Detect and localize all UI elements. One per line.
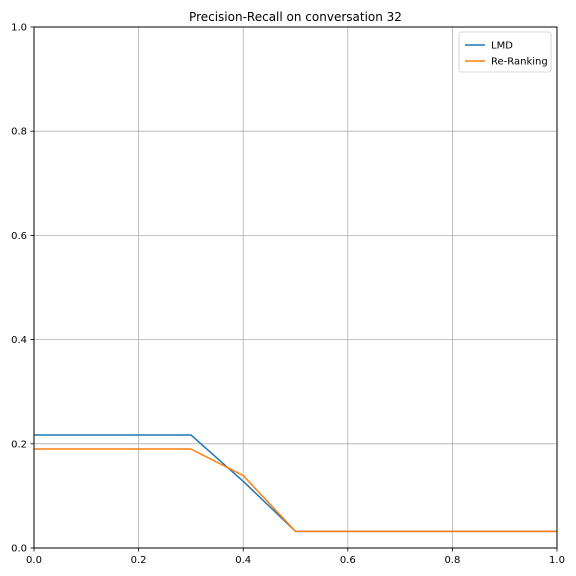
- y-tick-label: 0.6: [11, 231, 27, 242]
- legend-label: Re-Ranking: [491, 57, 548, 68]
- plot-frame: [33, 26, 558, 549]
- series-line-re-ranking: [34, 448, 557, 533]
- x-tick-label: 0.0: [26, 555, 42, 566]
- y-tick-label: 0.4: [11, 335, 27, 346]
- legend-label: LMD: [491, 41, 513, 52]
- x-tick-label: 0.6: [340, 555, 356, 566]
- series-lines: [34, 434, 557, 533]
- axis-ticks: 0.0 0.2 0.4 0.6 0.8 1.0 0.0 0.2 0.4 0.6 0.8 1.0: [11, 23, 565, 567]
- legend-box: [458, 31, 552, 73]
- y-tick-label: 0.2: [11, 439, 27, 450]
- x-tick-label: 0.2: [131, 555, 147, 566]
- y-tick-label: 0.8: [11, 127, 27, 138]
- x-tick-label: 1.0: [549, 555, 565, 566]
- chart-title: Precision-Recall on conversation 32: [189, 10, 402, 24]
- y-tick-label: 1.0: [11, 23, 27, 34]
- legend: LMD Re-Ranking: [458, 31, 552, 73]
- x-tick-label: 0.8: [444, 555, 460, 566]
- y-tick-label: 0.0: [11, 544, 27, 555]
- x-tick-label: 0.4: [235, 555, 251, 566]
